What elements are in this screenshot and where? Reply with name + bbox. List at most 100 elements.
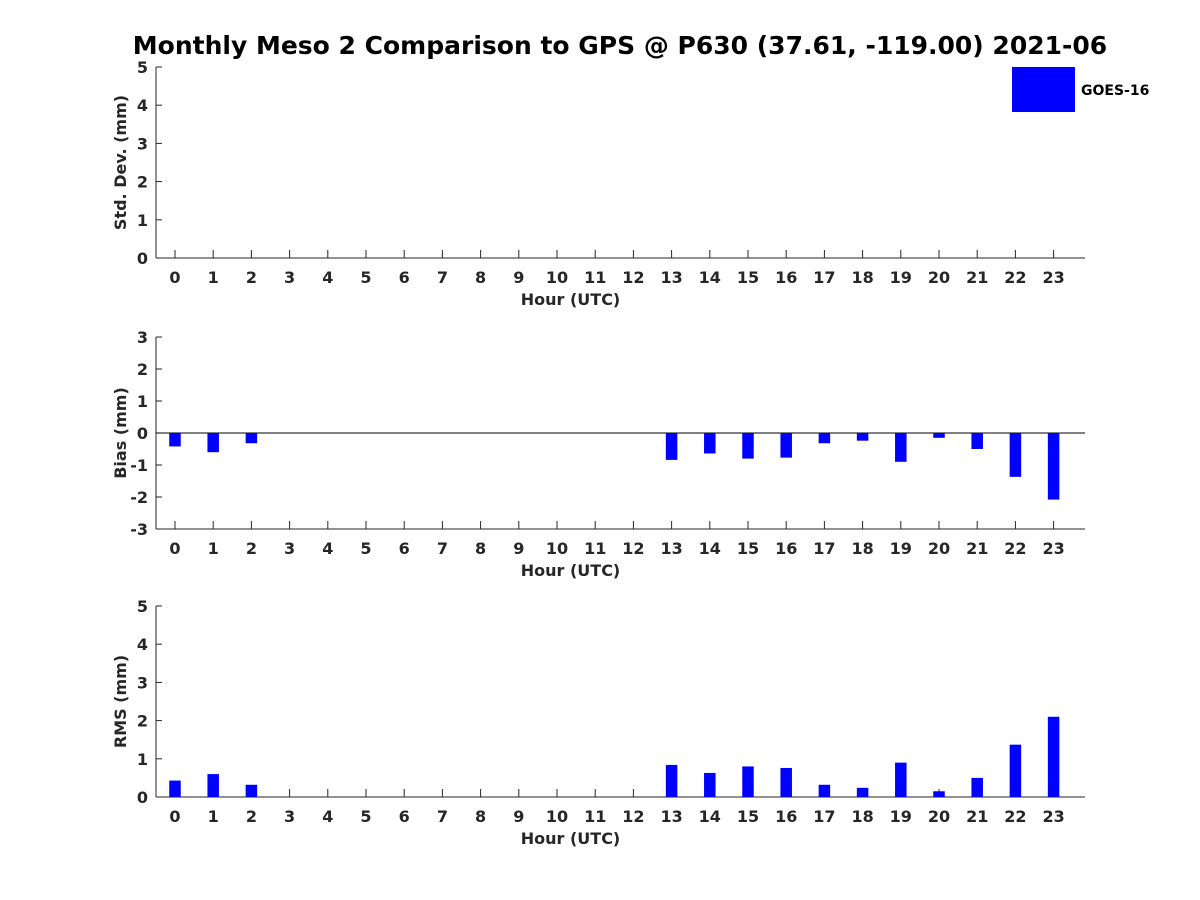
- bias-x-tick-label: 7: [437, 539, 448, 558]
- rms-bar-hour-0: [169, 780, 181, 797]
- bias-bar-hour-14: [704, 433, 716, 454]
- rms-bar-hour-22: [1009, 744, 1022, 797]
- rms-x-tick-label: 13: [660, 807, 682, 826]
- rms-y-axis-label: RMS (mm): [111, 655, 130, 748]
- std-x-tick-label: 5: [360, 268, 371, 287]
- bias-bar-hour-22: [1009, 433, 1022, 477]
- std-x-tick-label: 0: [169, 268, 180, 287]
- bias-x-tick-label: 15: [737, 539, 759, 558]
- bias-x-tick-label: 18: [851, 539, 873, 558]
- rms-x-tick-label: 3: [284, 807, 295, 826]
- std-x-tick-label: 9: [513, 268, 524, 287]
- rms-x-tick-label: 21: [966, 807, 988, 826]
- std-y-tick-label: 4: [137, 96, 148, 115]
- rms-bar-hour-2: [245, 784, 258, 797]
- bias-bar-hour-18: [856, 433, 869, 441]
- bias-x-tick-label: 20: [928, 539, 950, 558]
- bias-x-tick-label: 14: [699, 539, 721, 558]
- bias-y-tick-label: -2: [130, 488, 148, 507]
- rms-x-tick-label: 19: [890, 807, 912, 826]
- rms-x-tick-label: 23: [1042, 807, 1064, 826]
- rms-x-tick-label: 14: [699, 807, 721, 826]
- bias-bar-hour-23: [1047, 433, 1060, 500]
- bias-x-tick-label: 12: [622, 539, 644, 558]
- bias-bar-hour-17: [818, 433, 831, 444]
- rms-y-tick-label: 1: [137, 750, 148, 769]
- rms-y-tick-label: 5: [137, 597, 148, 616]
- rms-x-tick-label: 17: [813, 807, 835, 826]
- legend-label-goes-16: GOES-16: [1081, 83, 1149, 99]
- rms-bar-hour-1: [207, 774, 219, 797]
- std-x-tick-label: 8: [475, 268, 486, 287]
- std-x-tick-label: 6: [399, 268, 410, 287]
- rms-bar-hour-13: [665, 764, 678, 797]
- bias-x-tick-label: 2: [246, 539, 257, 558]
- std-x-tick-label: 4: [322, 268, 333, 287]
- rms-x-tick-label: 1: [208, 807, 219, 826]
- rms-bar-hour-20: [933, 791, 945, 797]
- rms-x-tick-label: 15: [737, 807, 759, 826]
- bias-x-tick-label: 22: [1004, 539, 1026, 558]
- rms-x-tick-label: 7: [437, 807, 448, 826]
- bias-x-tick-label: 11: [584, 539, 606, 558]
- std-y-tick-label: 5: [137, 58, 148, 77]
- rms-x-tick-label: 22: [1004, 807, 1026, 826]
- bias-x-tick-label: 19: [890, 539, 912, 558]
- std-x-tick-label: 1: [208, 268, 219, 287]
- rms-bar-hour-21: [971, 777, 983, 797]
- rms-y-tick-label: 3: [137, 673, 148, 692]
- rms-bar-hour-18: [856, 787, 869, 797]
- std-x-tick-label: 16: [775, 268, 797, 287]
- bias-x-tick-label: 10: [546, 539, 568, 558]
- rms-x-tick-label: 0: [169, 807, 180, 826]
- rms-bar-hour-19: [895, 762, 907, 797]
- bias-x-tick-label: 21: [966, 539, 988, 558]
- bias-y-tick-label: -3: [130, 520, 148, 539]
- std-x-tick-label: 13: [660, 268, 682, 287]
- std-x-tick-label: 7: [437, 268, 448, 287]
- bias-y-axis-label: Bias (mm): [111, 387, 130, 479]
- bias-x-tick-label: 0: [169, 539, 180, 558]
- rms-x-tick-label: 20: [928, 807, 950, 826]
- bias-x-tick-label: 13: [660, 539, 682, 558]
- std-x-tick-label: 23: [1042, 268, 1064, 287]
- bias-bar-hour-1: [207, 433, 219, 453]
- std-x-tick-label: 12: [622, 268, 644, 287]
- rms-y-tick-label: 2: [137, 712, 148, 731]
- std-y-tick-label: 3: [137, 134, 148, 153]
- std-x-tick-label: 22: [1004, 268, 1026, 287]
- std-x-tick-label: 17: [813, 268, 835, 287]
- bias-bar-hour-15: [742, 433, 754, 459]
- rms-bar-hour-15: [742, 766, 754, 797]
- rms-bar-hour-17: [818, 784, 831, 797]
- std-x-tick-label: 21: [966, 268, 988, 287]
- bias-bar-hour-21: [971, 433, 983, 449]
- bias-x-tick-label: 16: [775, 539, 797, 558]
- bias-y-tick-label: 2: [137, 360, 148, 379]
- bias-bar-hour-2: [245, 433, 258, 444]
- rms-x-axis-label: Hour (UTC): [521, 829, 621, 848]
- std-x-tick-label: 20: [928, 268, 950, 287]
- bias-x-tick-label: 4: [322, 539, 333, 558]
- rms-bar-hour-16: [780, 767, 792, 797]
- rms-y-tick-label: 4: [137, 635, 148, 654]
- std-y-tick-label: 1: [137, 211, 148, 230]
- std-x-tick-label: 18: [851, 268, 873, 287]
- bias-y-tick-label: 3: [137, 328, 148, 347]
- std-x-tick-label: 3: [284, 268, 295, 287]
- bias-x-axis-label: Hour (UTC): [521, 561, 621, 580]
- rms-x-tick-label: 9: [513, 807, 524, 826]
- std-x-tick-label: 11: [584, 268, 606, 287]
- bias-x-tick-label: 5: [360, 539, 371, 558]
- bias-y-tick-label: -1: [130, 456, 148, 475]
- rms-bar-hour-14: [704, 772, 716, 797]
- rms-x-tick-label: 5: [360, 807, 371, 826]
- rms-x-tick-label: 12: [622, 807, 644, 826]
- legend: GOES-16: [1012, 67, 1149, 112]
- std-y-axis-label: Std. Dev. (mm): [111, 95, 130, 230]
